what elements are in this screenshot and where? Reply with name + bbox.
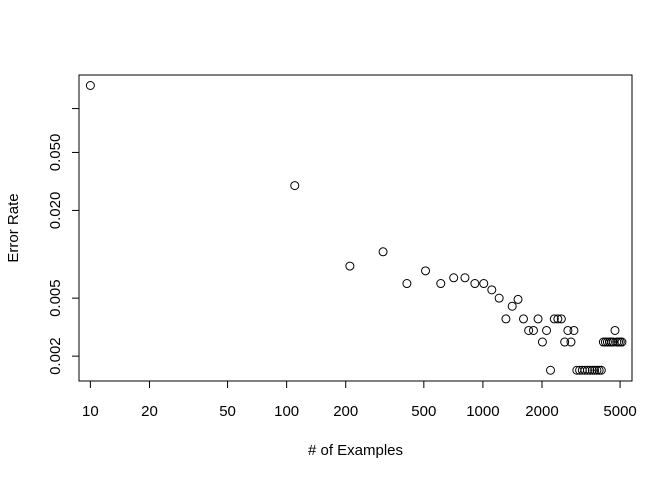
data-point (378, 247, 388, 257)
y-axis: 0.002 0.005 0.020 0.050 (47, 108, 80, 375)
data-point (545, 365, 555, 375)
data-point (592, 365, 602, 375)
data-point (513, 294, 523, 304)
data-point (501, 314, 511, 324)
data-point (566, 337, 576, 347)
data-point (524, 325, 534, 335)
data-point (479, 279, 489, 289)
data-point (587, 365, 597, 375)
data-point (402, 279, 412, 289)
data-point (553, 314, 563, 324)
y-axis-label: Error Rate (5, 193, 22, 262)
data-point (460, 273, 470, 283)
data-points (85, 81, 627, 375)
data-point (494, 293, 504, 303)
data-point (610, 325, 620, 335)
plot-area-box (78, 74, 633, 382)
y-tick-label: 0.020 (47, 192, 64, 230)
x-tick-label: 20 (141, 403, 158, 420)
data-point (582, 365, 592, 375)
data-point (528, 325, 538, 335)
x-tick-label: 50 (219, 403, 236, 420)
data-point (590, 365, 600, 375)
x-tick-label: 200 (333, 403, 358, 420)
data-point (542, 325, 552, 335)
x-tick-label: 5000 (603, 403, 636, 420)
data-point (507, 301, 517, 311)
data-point (421, 266, 431, 276)
x-tick-label: 10 (82, 403, 99, 420)
data-point (436, 279, 446, 289)
data-point (594, 365, 604, 375)
data-point (596, 365, 606, 375)
data-point (85, 81, 95, 91)
x-axis-label: # of Examples (308, 442, 403, 459)
x-tick-label: 500 (411, 403, 436, 420)
data-point (556, 314, 566, 324)
y-tick-label: 0.005 (47, 279, 64, 317)
data-point (470, 279, 480, 289)
data-point (345, 261, 355, 271)
data-point (608, 337, 618, 347)
data-point (537, 337, 547, 347)
x-tick-label: 1000 (466, 403, 499, 420)
data-point (549, 314, 559, 324)
data-point (569, 325, 579, 335)
x-tick-label: 100 (274, 403, 299, 420)
y-tick-label: 0.002 (47, 337, 64, 375)
y-tick-label: 0.050 (47, 134, 64, 172)
x-axis: 10 20 50 100 200 500 1000 2000 5000 (82, 380, 637, 420)
data-point (585, 365, 595, 375)
x-tick-label: 2000 (525, 403, 558, 420)
data-point (617, 337, 627, 347)
data-point (580, 365, 590, 375)
data-point (290, 181, 300, 191)
data-point (563, 325, 573, 335)
data-point (560, 337, 570, 347)
data-point (518, 314, 528, 324)
data-point (449, 273, 459, 283)
data-point (487, 285, 497, 295)
data-point (533, 314, 543, 324)
